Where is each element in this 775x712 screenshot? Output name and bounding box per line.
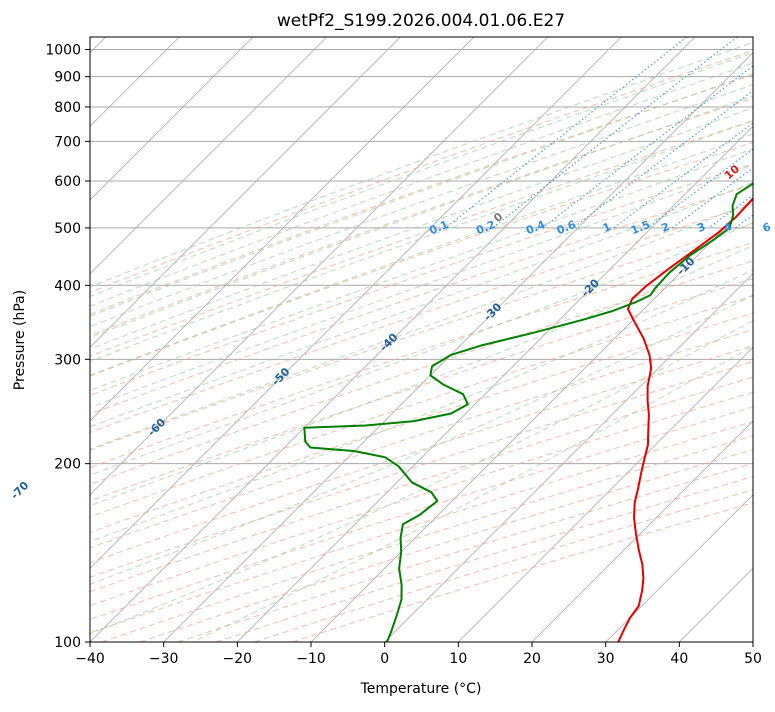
y-tick-label: 300: [54, 352, 81, 368]
y-tick-label: 800: [54, 100, 81, 116]
x-tick-label: 20: [523, 651, 541, 667]
x-tick-label: 10: [449, 651, 467, 667]
y-tick-label: 100: [54, 635, 81, 651]
x-axis-label: Temperature (°C): [360, 681, 482, 697]
y-tick-label: 700: [54, 134, 81, 150]
y-tick-label: 1000: [45, 43, 81, 59]
y-tick-label: 600: [54, 174, 81, 190]
x-tick-label: −40: [75, 651, 105, 667]
y-tick-label: 200: [54, 457, 81, 473]
y-tick-label: 500: [54, 221, 81, 237]
x-tick-label: 40: [670, 651, 688, 667]
y-tick-label: 900: [54, 70, 81, 86]
x-tick-label: −10: [296, 651, 326, 667]
y-axis-label: Pressure (hPa): [12, 290, 28, 390]
x-tick-label: −20: [223, 651, 253, 667]
y-tick-label: 400: [54, 278, 81, 294]
x-tick-label: 0: [380, 651, 389, 667]
x-tick-label: 30: [597, 651, 615, 667]
x-tick-label: −30: [149, 651, 179, 667]
chart-title: wetPf2_S199.2026.004.01.06.E27: [277, 11, 565, 31]
x-tick-label: 50: [744, 651, 762, 667]
